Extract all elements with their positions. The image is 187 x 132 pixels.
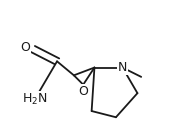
Text: O: O: [78, 85, 88, 98]
Text: H$_2$N: H$_2$N: [22, 92, 48, 107]
Text: N: N: [118, 61, 127, 74]
Text: O: O: [20, 41, 30, 54]
Text: H$_2$N: H$_2$N: [22, 92, 48, 107]
